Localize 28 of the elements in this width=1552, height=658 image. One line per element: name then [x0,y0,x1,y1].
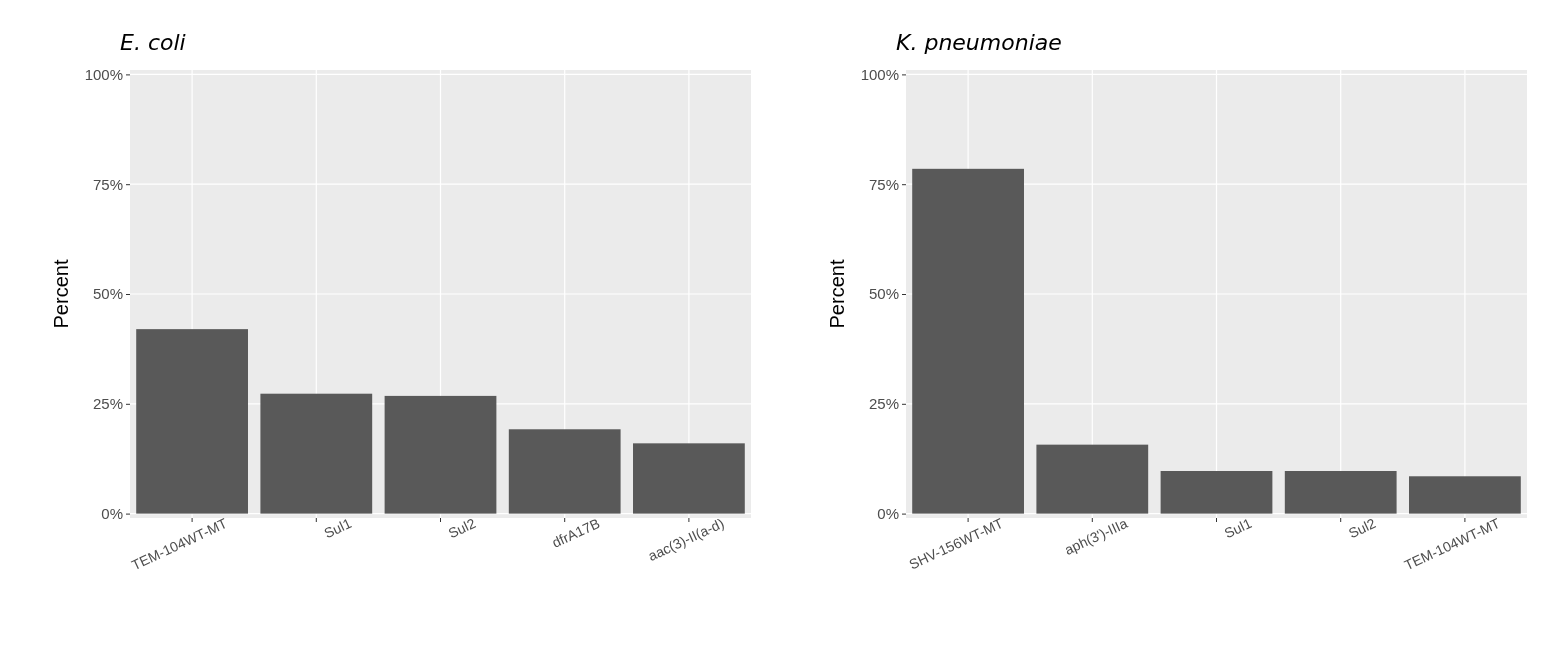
bar [260,393,373,514]
bar [1036,444,1149,514]
bar [384,395,497,514]
y-tick-label: 25% [868,395,899,413]
y-tick-label: 50% [92,285,123,303]
y-axis-title: Percent [50,259,72,329]
chart-title: E. coli [120,30,186,55]
bar [136,329,248,514]
bar [1409,476,1521,514]
x-tick-label: Sul1 [321,514,354,542]
y-axis-title: Percent [826,259,848,329]
y-tick-label: 50% [868,285,899,303]
x-tick-label: Sul2 [445,514,479,542]
y-tick-label: 0% [101,504,123,522]
y-tick-label: 100% [860,65,899,83]
y-tick-label: 75% [868,175,899,193]
y-tick-label: 25% [92,395,123,413]
bar [633,443,745,514]
x-tick-label: Sul1 [1221,514,1255,542]
y-tick-label: 0% [877,504,899,522]
y-tick-label: 75% [92,175,123,193]
bar [912,168,1024,514]
bar [1160,471,1273,514]
chart-title: K. pneumoniae [896,30,1062,55]
bar [1284,471,1397,514]
y-tick-label: 100% [84,65,123,83]
bar [508,429,621,514]
x-tick-label: Sul2 [1346,514,1379,542]
